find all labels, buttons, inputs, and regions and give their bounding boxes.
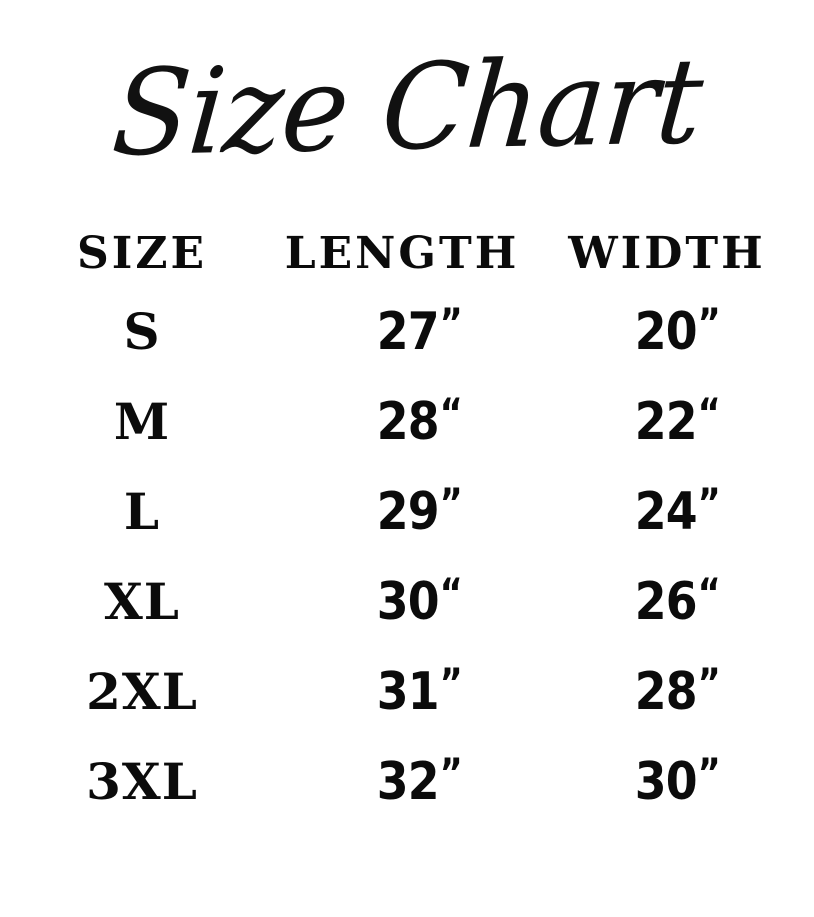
column-header-size-cell: SIZE	[0, 232, 284, 276]
row-length-cell: 32”	[284, 751, 520, 812]
inch-mark-icon: ”	[697, 481, 720, 527]
size-label: L	[123, 482, 161, 541]
length-number: 29	[376, 482, 439, 542]
width-number: 20	[634, 302, 697, 362]
inch-mark-icon: ”	[439, 751, 462, 797]
size-label: XL	[104, 572, 180, 631]
row-length-cell: 27”	[284, 301, 520, 362]
inch-mark-icon: “	[697, 391, 720, 437]
column-header-length: LENGTH	[284, 228, 520, 279]
size-chart-table: SIZE LENGTH WIDTH S 27” 20” M	[0, 232, 814, 846]
table-row: 2XL 31” 28”	[0, 661, 814, 756]
width-value: 26“	[634, 571, 720, 632]
row-size-cell: 3XL	[0, 757, 284, 807]
width-value: 22“	[634, 391, 720, 452]
size-label: S	[123, 302, 161, 361]
page-title: Size Chart	[107, 32, 707, 184]
inch-mark-icon: ”	[697, 301, 720, 347]
row-length-cell: 28“	[284, 391, 520, 452]
column-header-size: SIZE	[76, 228, 207, 279]
row-size-cell: S	[0, 307, 284, 357]
row-width-cell: 20”	[520, 301, 814, 362]
column-header-length-cell: LENGTH	[284, 232, 520, 276]
length-number: 28	[376, 392, 439, 452]
inch-mark-icon: “	[439, 391, 462, 437]
table-header-row: SIZE LENGTH WIDTH	[0, 232, 814, 306]
inch-mark-icon: “	[439, 571, 462, 617]
inch-mark-icon: ”	[439, 301, 462, 347]
width-number: 26	[634, 572, 697, 632]
row-size-cell: L	[0, 487, 284, 537]
length-value: 32”	[376, 751, 462, 812]
row-length-cell: 31”	[284, 661, 520, 722]
title-container: Size Chart	[0, 33, 814, 183]
row-size-cell: XL	[0, 577, 284, 627]
length-value: 29”	[376, 481, 462, 542]
length-number: 31	[376, 662, 439, 722]
table-row: L 29” 24”	[0, 481, 814, 576]
row-length-cell: 30“	[284, 571, 520, 632]
length-number: 30	[376, 572, 439, 632]
width-value: 28”	[634, 661, 720, 722]
width-number: 22	[634, 392, 697, 452]
row-width-cell: 24”	[520, 481, 814, 542]
row-width-cell: 30”	[520, 751, 814, 812]
column-header-width: WIDTH	[568, 228, 766, 279]
length-value: 27”	[376, 301, 462, 362]
table-row: M 28“ 22“	[0, 391, 814, 486]
row-size-cell: 2XL	[0, 667, 284, 717]
column-header-width-cell: WIDTH	[520, 232, 814, 276]
inch-mark-icon: ”	[439, 481, 462, 527]
width-value: 24”	[634, 481, 720, 542]
size-label: M	[113, 392, 171, 451]
inch-mark-icon: ”	[697, 751, 720, 797]
size-label: 3XL	[86, 752, 198, 811]
row-width-cell: 26“	[520, 571, 814, 632]
length-value: 28“	[376, 391, 462, 452]
row-width-cell: 28”	[520, 661, 814, 722]
row-width-cell: 22“	[520, 391, 814, 452]
table-row: XL 30“ 26“	[0, 571, 814, 666]
width-number: 24	[634, 482, 697, 542]
width-number: 30	[634, 752, 697, 812]
inch-mark-icon: ”	[439, 661, 462, 707]
width-value: 30”	[634, 751, 720, 812]
row-size-cell: M	[0, 397, 284, 447]
row-length-cell: 29”	[284, 481, 520, 542]
table-row: S 27” 20”	[0, 301, 814, 396]
size-label: 2XL	[86, 662, 198, 721]
table-row: 3XL 32” 30”	[0, 751, 814, 846]
inch-mark-icon: “	[697, 571, 720, 617]
inch-mark-icon: ”	[697, 661, 720, 707]
width-value: 20”	[634, 301, 720, 362]
length-value: 30“	[376, 571, 462, 632]
length-value: 31”	[376, 661, 462, 722]
length-number: 32	[376, 752, 439, 812]
width-number: 28	[634, 662, 697, 722]
length-number: 27	[376, 302, 439, 362]
